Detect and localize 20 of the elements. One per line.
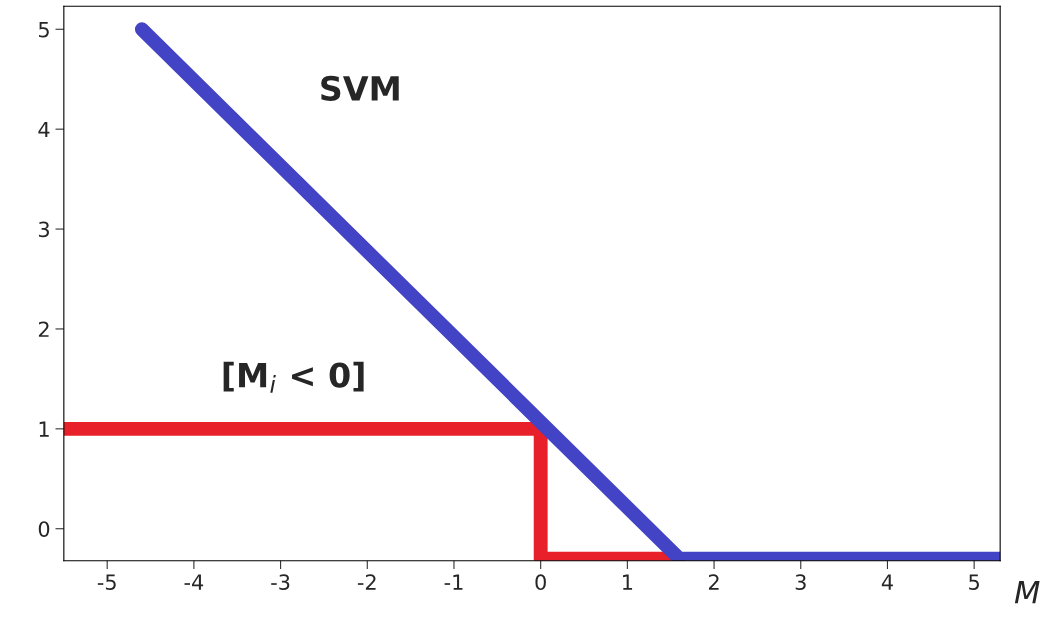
x-tick-label: -5 — [97, 574, 116, 591]
series-label: [M$_{i}$ < 0] — [223, 361, 364, 393]
y-tick-label: 1 — [39, 421, 49, 437]
x-tick-label: 2 — [708, 574, 719, 590]
x-tick-label: 4 — [881, 574, 893, 590]
text: SVM — [321, 75, 399, 101]
x-axis-title: M — [1014, 581, 1040, 604]
x-tick-label: 3 — [795, 574, 806, 591]
x-tick-label: -2 — [357, 574, 376, 590]
y-tick-label: 2 — [38, 321, 49, 337]
y-tick-label: 3 — [38, 221, 49, 238]
x-tick-label: 5 — [969, 574, 979, 591]
y-tick-label: 5 — [39, 22, 49, 38]
x-tick-label: 1 — [623, 574, 633, 590]
x-tick-label: -1 — [444, 574, 463, 590]
y-tick-label: 0 — [38, 521, 50, 537]
x-tick-label: 0 — [535, 574, 546, 591]
y-tick-label: 4 — [38, 121, 50, 138]
x-tick-label: -3 — [271, 574, 290, 591]
x-tick-label: -4 — [184, 574, 204, 590]
